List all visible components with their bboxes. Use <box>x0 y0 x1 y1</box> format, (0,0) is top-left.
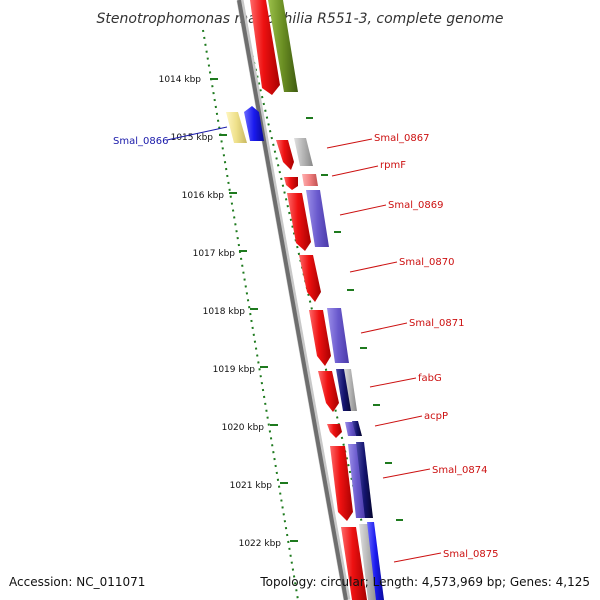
leader-lines <box>166 126 442 563</box>
cds-feature[interactable] <box>344 369 357 411</box>
gene-label-rpmf[interactable]: rpmF <box>380 160 406 171</box>
tick-label: 1020 kbp <box>222 423 265 433</box>
map-title: Stenotrophomonas maltophilia R551-3, com… <box>97 11 504 27</box>
gene-label-smal-0871[interactable]: Smal_0871 <box>409 318 464 329</box>
outer-track-dashes <box>280 57 403 521</box>
cds-arrow[interactable] <box>244 106 264 141</box>
tick-label: 1016 kbp <box>182 191 225 201</box>
scale-ticks <box>210 78 298 542</box>
scale-dotted-track <box>202 29 299 600</box>
cds-arrow[interactable] <box>299 255 321 302</box>
cds-feature[interactable] <box>306 190 329 247</box>
cds-arrow[interactable] <box>287 193 311 251</box>
cds-feature[interactable] <box>336 369 352 411</box>
cds-arrow[interactable] <box>309 310 331 366</box>
gene-features <box>226 0 384 600</box>
gene-label-smal-0869[interactable]: Smal_0869 <box>388 200 443 211</box>
cds-feature[interactable] <box>226 112 247 143</box>
cds-arrow[interactable] <box>276 140 294 170</box>
cds-arrow[interactable] <box>318 371 339 412</box>
gene-label-acpp[interactable]: acpP <box>424 411 448 422</box>
cds-feature[interactable] <box>268 0 298 92</box>
tick-label: 1022 kbp <box>239 539 282 549</box>
cds-arrow[interactable] <box>330 446 353 521</box>
gene-label-smal-0867[interactable]: Smal_0867 <box>374 133 429 144</box>
cds-feature[interactable] <box>356 442 373 518</box>
cds-feature[interactable] <box>302 174 318 186</box>
cds-feature[interactable] <box>348 444 366 518</box>
cds-feature[interactable] <box>359 524 378 600</box>
tick-label: 1017 kbp <box>193 249 236 259</box>
accession-text: Accession: NC_011071 <box>9 575 145 589</box>
cds-feature[interactable] <box>352 421 362 436</box>
topology-text: Topology: circular; Length: 4,573,969 bp… <box>259 575 590 589</box>
gene-label-smal-0866[interactable]: Smal_0866 <box>113 136 168 147</box>
cds-arrow[interactable] <box>327 424 342 438</box>
tick-label: 1021 kbp <box>230 481 273 491</box>
gene-label-fabg[interactable]: fabG <box>418 373 442 384</box>
gene-label-smal-0875[interactable]: Smal_0875 <box>443 549 498 560</box>
tick-label: 1014 kbp <box>159 75 202 85</box>
tick-label: 1018 kbp <box>203 307 246 317</box>
gene-label-smal-0870[interactable]: Smal_0870 <box>399 257 454 268</box>
cds-feature[interactable] <box>367 522 384 600</box>
cds-arrow[interactable] <box>341 527 367 600</box>
cds-arrow[interactable] <box>284 177 298 190</box>
tick-label: 1019 kbp <box>213 365 256 375</box>
gene-label-smal-0874[interactable]: Smal_0874 <box>432 465 487 476</box>
tick-label: 1015 kbp <box>171 133 214 143</box>
cds-feature[interactable] <box>327 308 349 363</box>
genome-backbone <box>237 0 348 600</box>
cds-arrow[interactable] <box>250 0 280 95</box>
cds-feature[interactable] <box>294 138 313 166</box>
